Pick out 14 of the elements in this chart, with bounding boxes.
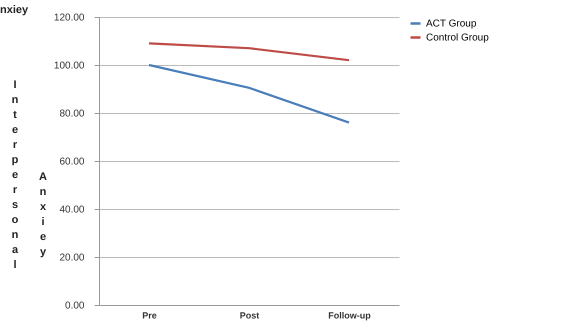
y-tick-label: 80.00 bbox=[59, 108, 85, 120]
x-tick-label: Pre bbox=[142, 310, 157, 320]
y-tick-label: 120.00 bbox=[54, 12, 85, 24]
legend-label: Control Group bbox=[426, 32, 490, 44]
x-tick-label: Post bbox=[240, 310, 260, 320]
y-tick-label: 40.00 bbox=[59, 204, 85, 216]
text: nxiey bbox=[0, 4, 28, 16]
text: Interpersonal Anxiey bbox=[9, 78, 49, 274]
y-tick-label: 100.00 bbox=[54, 60, 85, 72]
y-tick-label: 20.00 bbox=[59, 252, 85, 264]
x-tick-label: Follow-up bbox=[328, 310, 372, 320]
legend-label: ACT Group bbox=[426, 18, 477, 30]
y-tick-label: 60.00 bbox=[59, 156, 85, 168]
y-tick-label: 0.00 bbox=[65, 300, 85, 312]
